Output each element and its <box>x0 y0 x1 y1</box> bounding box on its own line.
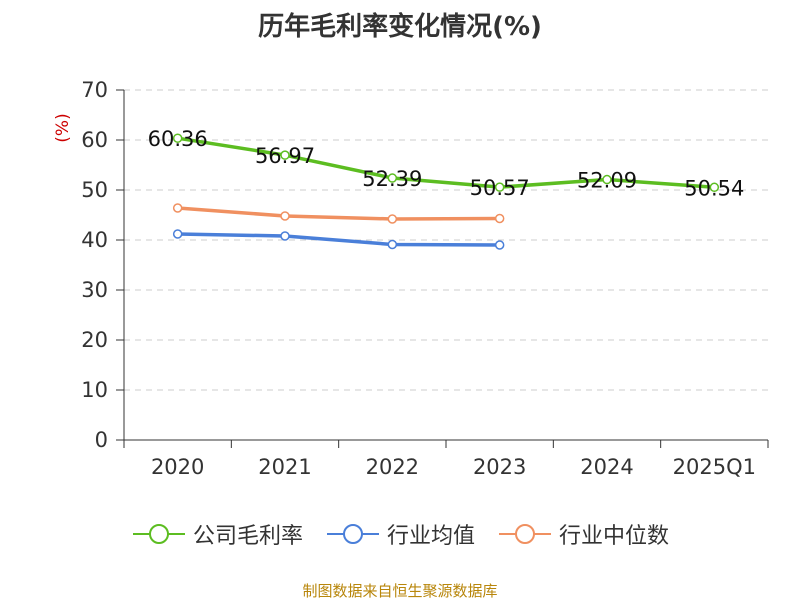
y-tick-label-40: 40 <box>81 228 108 252</box>
data-source-note: 制图数据来自恒生聚源数据库 <box>302 582 498 600</box>
x-tick-label-2025Q1: 2025Q1 <box>673 455 756 479</box>
chart-title: 历年毛利率变化情况(%) <box>258 12 542 42</box>
data-point-industry-median-2020 <box>172 203 183 213</box>
legend-item-industry-median[interactable]: 行业中位数 <box>497 518 669 550</box>
legend-label-company: 公司毛利率 <box>192 524 303 549</box>
data-point-company-2020 <box>172 133 183 143</box>
legend-item-company[interactable]: 公司毛利率 <box>131 518 303 550</box>
series-line-company <box>177 136 715 190</box>
data-label-company-2025Q1: 50.54 <box>684 176 744 200</box>
x-tick-label-2024: 2024 <box>580 455 633 479</box>
data-label-company-2023: 50.57 <box>470 176 530 200</box>
legend: 公司毛利率 行业均值 行业中位数 <box>0 518 800 550</box>
y-tick-label-60: 60 <box>81 128 108 152</box>
x-tick-label-2021: 2021 <box>258 455 311 479</box>
data-point-industry-avg-2022 <box>387 239 398 250</box>
data-point-company-2025Q1 <box>709 182 720 193</box>
y-tick-label-10: 10 <box>81 378 108 402</box>
legend-label-industry-avg: 行业均值 <box>386 524 475 549</box>
legend-marker-industry-avg <box>342 524 363 544</box>
y-tick-label-30: 30 <box>81 278 108 302</box>
data-label-company-2021: 56.97 <box>255 144 315 168</box>
legend-marker-industry-median <box>515 524 535 544</box>
legend-swatch-industry-avg <box>326 524 379 544</box>
x-tick-label-2020: 2020 <box>151 455 204 479</box>
line-chart: 0 10 20 30 40 50 60 70 (%) 2020 2021 2022 2023 2024 20… <box>53 78 769 479</box>
y-tick-label-70: 70 <box>81 78 108 102</box>
data-point-industry-avg-2021 <box>280 231 290 241</box>
x-tick-label-2023: 2023 <box>473 455 526 479</box>
legend-swatch-industry-median <box>499 524 551 544</box>
series-line-industry-avg <box>177 232 500 247</box>
y-tick-label-20: 20 <box>81 328 108 352</box>
legend-label-industry-median: 行业中位数 <box>559 524 670 549</box>
series-line-industry-median <box>177 206 500 221</box>
legend-item-industry-avg[interactable]: 行业均值 <box>325 518 475 550</box>
data-point-company-2022 <box>387 173 398 183</box>
legend-marker-company <box>148 524 169 544</box>
x-tick-label-2022: 2022 <box>366 455 419 479</box>
data-point-industry-avg-2020 <box>172 229 183 239</box>
y-tick-label-50: 50 <box>81 178 108 202</box>
data-point-industry-median-2023 <box>494 213 505 224</box>
data-point-industry-avg-2023 <box>494 240 505 250</box>
data-point-industry-median-2022 <box>387 214 398 224</box>
data-point-industry-median-2021 <box>280 211 290 221</box>
legend-swatch-company <box>132 524 185 544</box>
data-label-company-2022: 52.39 <box>362 167 422 191</box>
y-tick-label-0: 0 <box>95 428 108 452</box>
data-label-company-2020: 60.36 <box>148 127 208 151</box>
y-axis-unit-label: (%) <box>53 113 73 142</box>
data-point-company-2021 <box>280 150 290 160</box>
data-label-company-2024: 52.09 <box>577 169 637 193</box>
data-point-company-2024 <box>602 174 612 185</box>
data-point-company-2023 <box>494 182 505 192</box>
